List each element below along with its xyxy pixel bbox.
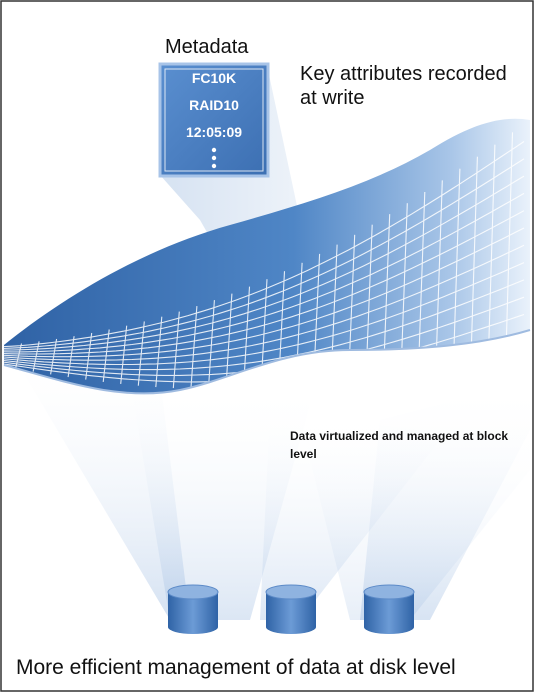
grid-line — [67, 336, 75, 378]
beam-5 — [300, 420, 530, 620]
grid-line — [418, 191, 426, 361]
key-attributes-label: Key attributes recorded at write — [300, 63, 507, 109]
disk-icon — [363, 584, 415, 634]
grid-line — [330, 244, 338, 380]
data-surface — [3, 118, 531, 395]
grid-line — [120, 325, 128, 384]
grid-line — [190, 306, 198, 389]
grid-line — [400, 203, 408, 365]
surface-grid — [3, 132, 525, 390]
surface-label: Data virtualized and managed at block le… — [290, 429, 509, 461]
grid-line — [505, 132, 514, 336]
grid-line — [348, 234, 356, 377]
grid-line — [3, 262, 525, 366]
caption: More efficient management of data at dis… — [16, 656, 456, 679]
disk-icon — [167, 584, 219, 634]
grid-line — [470, 156, 478, 346]
grid-line — [137, 321, 145, 386]
grid-line — [383, 214, 391, 369]
grid-line — [435, 180, 443, 356]
grid-line — [3, 313, 525, 383]
grid-line — [260, 279, 268, 388]
grid-line — [172, 311, 180, 389]
grid-line — [207, 300, 215, 390]
disk-beams — [4, 340, 530, 620]
grid-line — [295, 262, 303, 385]
grid-line — [102, 329, 110, 382]
surface-edge — [3, 329, 531, 395]
disk-icon — [265, 584, 317, 634]
metadata-entry: FC10K — [191, 70, 237, 86]
metadata-box — [158, 62, 270, 178]
metadata-entry: RAID10 — [189, 97, 239, 113]
metadata-title: Metadata — [165, 36, 249, 58]
grid-line — [155, 316, 163, 388]
grid-line — [14, 343, 23, 369]
grid-line — [453, 168, 461, 351]
grid-line — [50, 338, 58, 375]
disk-group — [167, 584, 415, 634]
metadata-box-inner — [164, 68, 264, 172]
grid-line — [3, 192, 525, 353]
grid-line — [85, 332, 93, 380]
grid-line — [365, 224, 373, 373]
ellipsis-icon — [211, 147, 217, 169]
grid-line — [488, 144, 496, 341]
grid-line — [225, 293, 233, 389]
grid-line — [277, 271, 286, 386]
grid-line — [313, 253, 321, 382]
grid-line — [32, 341, 40, 372]
metadata-entry: 12:05:09 — [185, 124, 243, 140]
surface-fill — [4, 118, 530, 394]
